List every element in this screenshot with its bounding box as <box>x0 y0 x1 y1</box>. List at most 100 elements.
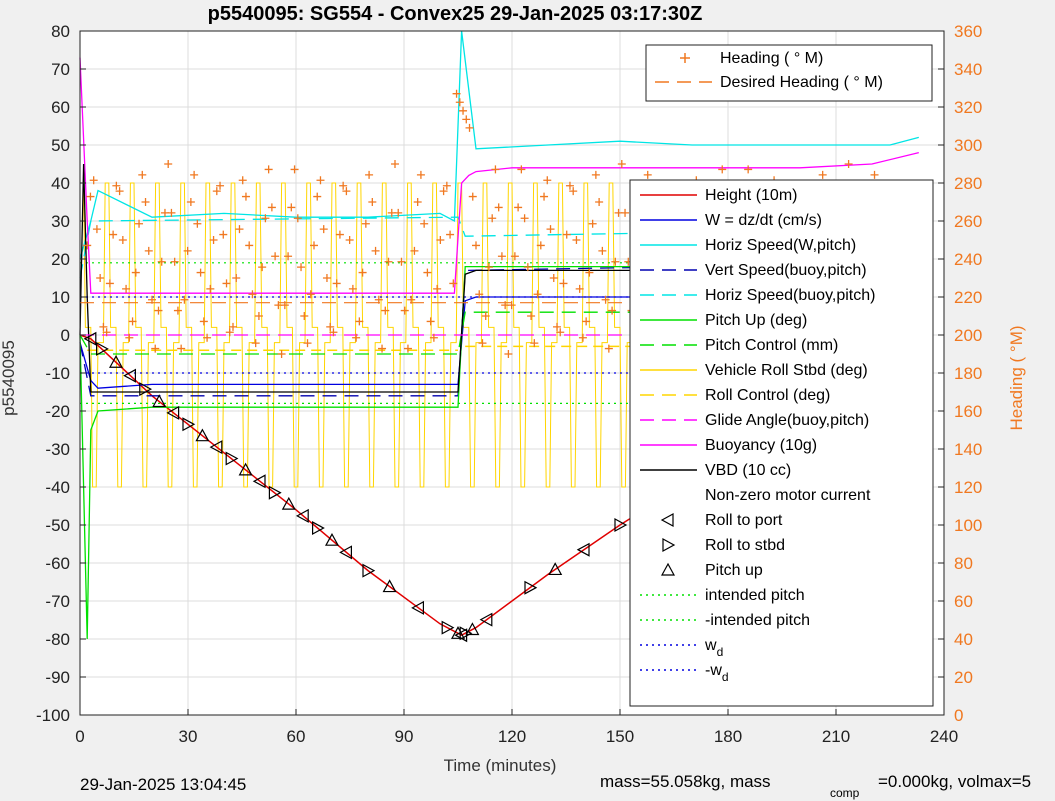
heading-point <box>251 339 260 348</box>
heading-point <box>452 89 461 98</box>
heading-point <box>374 295 383 304</box>
motor-marker <box>312 521 325 536</box>
heading-point <box>335 230 344 239</box>
heading-point <box>497 252 506 261</box>
heading-point <box>617 160 626 168</box>
legend-swatch <box>660 562 676 576</box>
heading-point <box>173 306 182 315</box>
heading-point <box>99 322 108 331</box>
heading-point <box>433 284 442 293</box>
heading-point <box>352 333 361 342</box>
heading-point <box>248 290 257 299</box>
y-right-tick-label: 360 <box>954 22 982 41</box>
motor-marker <box>614 517 628 533</box>
legend-label: Buoyancy (10g) <box>705 437 817 454</box>
y-right-tick-label: 20 <box>954 668 973 687</box>
heading-point <box>510 252 519 261</box>
heading-point <box>303 339 312 348</box>
heading-point <box>384 257 393 266</box>
motor-marker <box>548 562 563 576</box>
legend-heading-label: Desired Heading ( ° M) <box>720 74 883 91</box>
x-axis-ticks: 0 30 60 90 120 150 180 210 240 <box>75 709 958 746</box>
y-right-tick-label: 320 <box>954 98 982 117</box>
series-buoyancy-10g- <box>79 57 919 294</box>
motor-marker <box>152 394 167 408</box>
motor-marker <box>281 496 296 510</box>
heading-point <box>818 170 827 179</box>
heading-point <box>394 208 403 217</box>
motor-marker <box>209 440 223 455</box>
heading-point <box>319 225 328 234</box>
x-tick-label: 180 <box>714 727 742 746</box>
heading-point <box>478 339 487 348</box>
heading-point <box>284 252 293 261</box>
heading-point <box>488 214 497 223</box>
motor-marker <box>465 622 480 636</box>
heading-point <box>229 322 237 331</box>
legend-label: -intended pitch <box>705 612 810 629</box>
heading-point <box>342 187 351 196</box>
heading-point <box>361 219 370 228</box>
y-right-tick-label: 180 <box>954 364 982 383</box>
heading-point <box>591 170 600 179</box>
heading-point <box>494 203 503 212</box>
heading-point <box>569 187 578 196</box>
heading-point <box>264 165 273 174</box>
heading-point <box>575 284 584 293</box>
legend-label: Vehicle Roll Stbd (deg) <box>705 362 868 379</box>
x-tick-label: 120 <box>498 727 526 746</box>
heading-point <box>141 198 150 206</box>
y-right-tick-label: 160 <box>954 402 982 421</box>
heading-point <box>300 312 309 320</box>
legend-label: Non-zero motor current <box>705 487 871 504</box>
heading-point <box>96 274 105 282</box>
heading-point <box>280 301 289 310</box>
heading-point <box>608 306 617 315</box>
heading-point <box>293 214 302 223</box>
legend-label: wd <box>704 637 723 659</box>
motor-marker <box>268 485 282 500</box>
heading-point <box>118 236 127 244</box>
y-right-tick-label: 260 <box>954 212 982 231</box>
x-tick-label: 30 <box>179 727 198 746</box>
x-tick-label: 210 <box>822 727 850 746</box>
y-left-tick-label: 80 <box>51 22 70 41</box>
heading-point <box>316 176 325 185</box>
heading-point <box>459 106 468 115</box>
motor-marker <box>139 382 153 397</box>
heading-point <box>582 317 591 326</box>
heading-point <box>86 192 95 201</box>
heading-point <box>604 344 613 353</box>
heading-point <box>429 333 438 342</box>
heading-point <box>578 333 587 342</box>
heading-point <box>365 170 374 179</box>
legend-label: VBD (10 cc) <box>705 462 791 479</box>
heading-point <box>183 246 192 255</box>
motor-marker <box>83 331 97 346</box>
heading-point <box>426 317 435 326</box>
heading-point <box>523 263 532 272</box>
heading-point <box>102 328 111 337</box>
footer-mass-prefix: mass=55.058kg, mass <box>600 772 771 791</box>
x-tick-label: 150 <box>606 727 634 746</box>
y-left-tick-label: -60 <box>45 554 70 573</box>
legend-main-box <box>629 179 934 707</box>
heading-point <box>410 246 419 255</box>
y-right-tick-label: 300 <box>954 136 982 155</box>
heading-point <box>112 181 121 190</box>
heading-point <box>718 165 727 174</box>
y-left-tick-label: 0 <box>61 326 70 345</box>
heading-point <box>358 268 367 277</box>
motor-marker <box>225 451 239 466</box>
y-right-tick-label: 220 <box>954 288 982 307</box>
heading-point <box>484 263 493 272</box>
heading-point <box>436 236 445 244</box>
heading-point <box>423 268 432 277</box>
motor-marker <box>238 462 253 476</box>
y-right-tick-label: 200 <box>954 326 982 345</box>
legend-label: W = dz/dt (cm/s) <box>705 212 822 229</box>
heading-point <box>115 187 124 196</box>
heading-point <box>870 170 879 179</box>
y-right-tick-label: 80 <box>954 554 973 573</box>
heading-point <box>332 279 341 288</box>
